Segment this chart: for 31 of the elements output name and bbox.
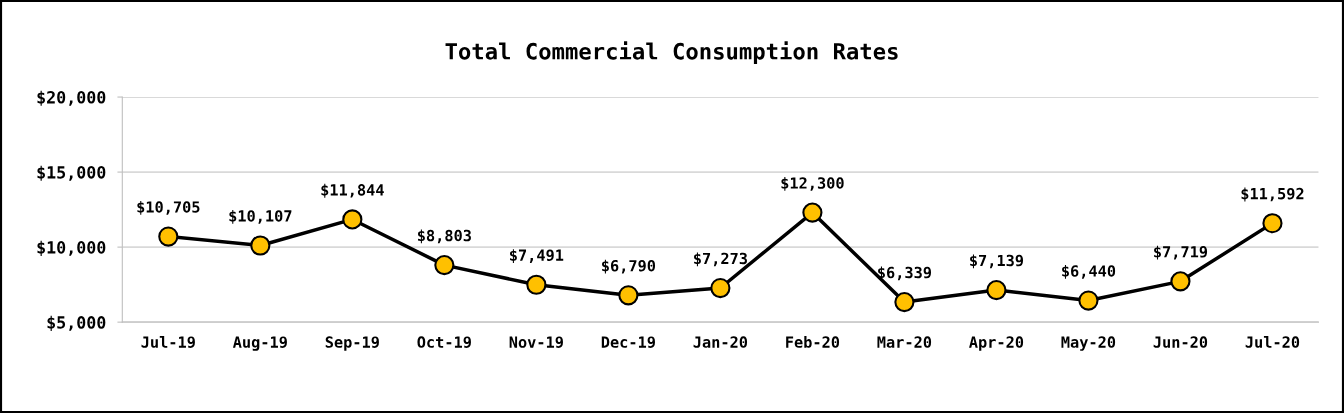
data-label: $7,719 [1154,245,1208,260]
data-label: $12,300 [781,176,844,191]
data-label: $11,592 [1241,187,1304,202]
data-label: $10,705 [137,200,200,215]
data-label: $8,803 [417,229,471,244]
data-label: $6,339 [878,266,932,281]
y-tick-label: $10,000 [37,240,106,256]
data-label: $7,139 [970,254,1024,269]
x-tick-label: Nov-19 [509,336,563,348]
y-tick-label: $20,000 [37,90,106,106]
data-label: $6,790 [602,259,656,274]
data-label: $11,844 [321,183,384,198]
chart-title: Total Commercial Consumption Rates [445,41,898,64]
x-tick-label: Jul-20 [1245,336,1300,348]
data-label: $6,440 [1062,264,1116,279]
x-tick-label: Mar-20 [877,336,932,348]
x-tick-label: Feb-20 [786,336,840,348]
x-tick-label: Dec-19 [601,336,655,348]
data-label: $7,491 [509,249,564,263]
x-tick-label: Oct-19 [417,336,471,348]
data-label: $7,273 [694,252,747,267]
x-tick-label: Jun-20 [1153,336,1208,348]
x-tick-label: Sep-19 [325,336,379,351]
x-tick-label: Aug-19 [232,336,287,351]
x-tick-label: Apr-20 [969,336,1024,351]
x-tick-label: Jul-19 [141,336,195,348]
y-tick-label: $15,000 [37,165,106,181]
x-tick-label: May-20 [1061,336,1116,351]
data-label: $10,107 [229,209,292,224]
x-tick-label: Jan-20 [693,336,748,348]
y-tick-label: $5,000 [47,315,106,331]
